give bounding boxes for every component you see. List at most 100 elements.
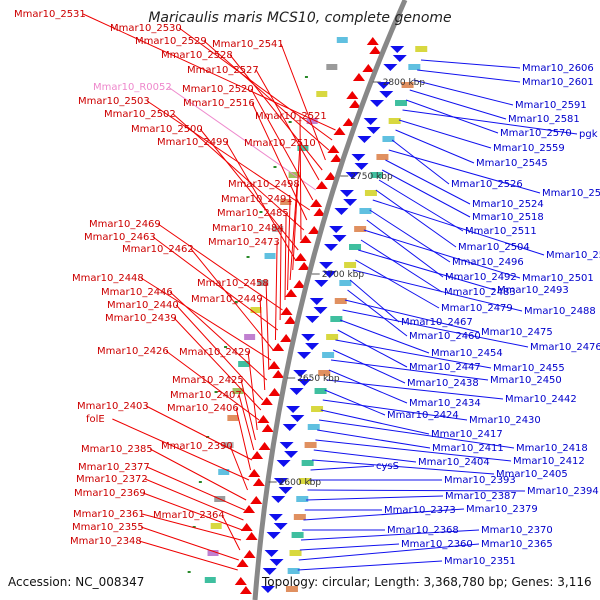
forward-gene-label: Mmar10_R0052	[93, 82, 172, 93]
leader-line	[378, 179, 464, 232]
leader-line	[280, 43, 326, 161]
reverse-gene-label: Mmar10_2387	[445, 491, 517, 502]
leader-line	[299, 543, 400, 551]
reverse-gene-arrow	[286, 406, 301, 413]
forward-gene-label: Mmar10_2385	[81, 444, 153, 455]
forward-gene-arrow	[243, 550, 256, 558]
leader-line	[149, 448, 247, 501]
feature-tick	[234, 301, 238, 303]
feature-layer	[187, 37, 428, 594]
forward-gene-arrow	[280, 307, 293, 315]
reverse-gene-arrow	[276, 460, 291, 467]
annotation-block	[311, 406, 324, 412]
forward-gene-label: Mmar10_2355	[72, 522, 144, 533]
leader-line	[199, 128, 299, 251]
annotation-block	[339, 280, 352, 286]
leader-line	[324, 389, 386, 416]
feature-tick	[246, 256, 250, 258]
kbp-label: 2700 kbp	[322, 270, 365, 280]
annotation-block	[382, 136, 395, 142]
forward-gene-arrow	[349, 100, 362, 108]
feature-tick	[273, 166, 277, 168]
reverse-gene-label: Mmar10_2501	[522, 273, 594, 284]
leader-line	[332, 349, 406, 384]
forward-gene-arrow	[252, 478, 265, 486]
leader-line	[141, 513, 242, 541]
forward-gene-label: Mmar10_2529	[135, 36, 207, 47]
forward-gene-label: Mmar10_2473	[208, 237, 280, 248]
forward-gene-label: Mmar10_2541	[212, 39, 284, 50]
annotation-block	[232, 388, 244, 394]
reverse-gene-arrow	[268, 514, 283, 521]
reverse-gene-arrow	[314, 280, 329, 287]
leader-line	[306, 495, 444, 501]
leader-line	[169, 291, 268, 381]
accession-text: Accession: NC_008347	[8, 575, 144, 589]
reverse-gene-label: Mmar10_2404	[418, 457, 490, 468]
reverse-gene-arrow	[301, 334, 316, 341]
reverse-gene-label: Mmar10_2492	[445, 272, 517, 283]
forward-gene-arrow	[299, 235, 312, 243]
kbp-label: 2600 kbp	[279, 478, 322, 488]
forward-gene-label: Mmar10_2426	[97, 346, 169, 357]
leader-line	[292, 142, 301, 271]
reverse-gene-arrow	[293, 370, 308, 377]
annotation-block	[364, 190, 377, 196]
leader-line	[366, 219, 444, 278]
reverse-gene-label: Mmar10_2412	[513, 456, 585, 467]
reverse-gene-arrow	[329, 226, 344, 233]
leader-line	[240, 379, 256, 441]
reverse-gene-arrow	[273, 478, 288, 485]
gene-labels: Mmar10_2531 Mmar10_2530 Mmar10_2529 Mmar10_…	[14, 9, 600, 567]
leader-line	[229, 54, 323, 171]
reverse-gene-label: Mmar10_2450	[490, 375, 562, 386]
reverse-gene-label: Mmar10_2559	[493, 143, 565, 154]
annotation-block	[280, 199, 292, 205]
leader-line	[138, 540, 238, 571]
leader-line	[328, 369, 408, 404]
forward-gene-arrow	[250, 496, 263, 504]
annotation-block	[204, 577, 216, 583]
leader-line	[349, 279, 400, 323]
leader-line	[221, 514, 241, 551]
forward-gene-label: Mmar10_2491	[221, 194, 293, 205]
reverse-gene-arrow	[273, 523, 288, 530]
leader-line	[259, 298, 266, 391]
forward-gene-arrow	[258, 442, 271, 450]
annotation-block	[287, 568, 300, 574]
reverse-gene-arrow	[339, 190, 354, 197]
forward-gene-arrow	[272, 370, 285, 378]
reverse-gene-arrow	[313, 307, 328, 314]
annotation-block	[301, 460, 314, 466]
annotation-block	[316, 91, 328, 97]
reverse-gene-arrow	[370, 100, 385, 107]
annotation-block	[349, 244, 362, 250]
leader-line	[178, 27, 333, 141]
reverse-gene-label: Mmar10_2454	[431, 348, 503, 359]
leader-line	[250, 88, 314, 201]
forward-gene-arrow	[315, 181, 328, 189]
reverse-gene-label: Mmar10_2430	[469, 415, 541, 426]
leader-line	[355, 259, 440, 309]
reverse-gene-label: Mmar10_2545	[476, 158, 548, 169]
leader-line	[172, 113, 305, 231]
forward-gene-arrow	[260, 397, 273, 405]
forward-gene-label: Mmar10_2369	[74, 488, 146, 499]
annotation-block	[395, 100, 408, 106]
feature-tick	[304, 76, 308, 78]
forward-gene-label: Mmar10_2448	[72, 273, 144, 284]
leader-line	[229, 445, 248, 491]
leader-line	[352, 269, 523, 312]
reverse-gene-arrow	[392, 55, 407, 62]
annotation-block	[334, 298, 347, 304]
forward-gene-arrow	[330, 154, 343, 162]
reverse-gene-arrow	[390, 46, 405, 53]
reverse-gene-label: Mmar10_2365	[481, 539, 553, 550]
leader-line	[142, 492, 243, 531]
reverse-gene-label: Mmar10_2418	[516, 443, 588, 454]
leader-line	[145, 405, 253, 461]
map-title: Maricaulis maris MCS10, complete genome	[148, 10, 451, 26]
forward-gene-label: Mmar10_2364	[153, 510, 225, 521]
leader-line	[146, 466, 245, 511]
forward-gene-arrow	[268, 361, 281, 369]
